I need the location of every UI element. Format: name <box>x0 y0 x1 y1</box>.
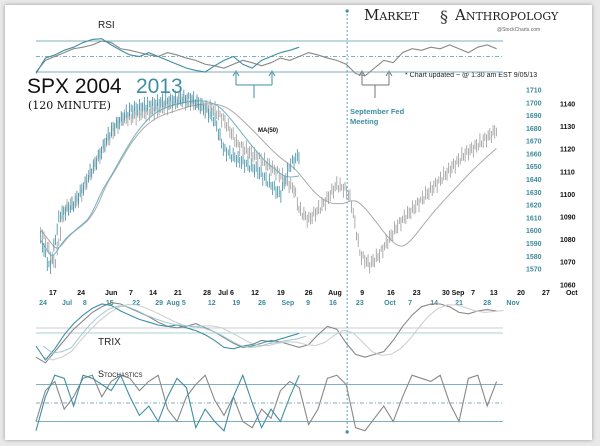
x-tick-2013: Aug 5 <box>166 300 186 307</box>
rsi-line-2004 <box>35 40 497 77</box>
x-tick-2013: 9 <box>306 300 310 307</box>
x-tick-2013: 12 <box>208 300 216 307</box>
x-tick-2004: 7 <box>129 290 133 297</box>
x-tick-2013: Jul <box>62 300 72 307</box>
x-tick-2004: 9 <box>360 290 364 297</box>
x-tick-2004: 7 <box>471 290 475 297</box>
trix-signal-2004 <box>42 303 504 361</box>
x-tick-2013: 24 <box>39 300 47 307</box>
event-line-bottom-dot <box>345 430 349 434</box>
x-tick-2004: Jul <box>218 290 228 297</box>
x-tick-2013: 21 <box>455 300 463 307</box>
x-tick-2013: 19 <box>232 300 240 307</box>
x-tick-2004: 6 <box>230 290 234 297</box>
trix-line-2004 <box>35 302 497 364</box>
fed-label-2: Meeting <box>350 117 379 126</box>
y-tick-2013: 1570 <box>526 267 542 274</box>
trix-label: TRIX <box>98 337 121 348</box>
y-tick-2013: 1580 <box>526 254 542 261</box>
y-tick-2013: 1590 <box>526 241 542 248</box>
y-tick-2013: 1690 <box>526 113 542 120</box>
update-note: * Chart updated ~ @ 1:30 am EST 9/05/13 <box>405 72 537 79</box>
y-tick-2004: 1060 <box>560 282 576 289</box>
y-tick-2013: 1650 <box>526 164 542 171</box>
y-tick-2013: 1700 <box>526 100 542 107</box>
x-tick-2004: 14 <box>149 290 157 297</box>
x-tick-2004: Oct <box>566 290 578 297</box>
ma-label: MA(50) <box>258 128 278 134</box>
trix-signal-2013 <box>42 305 307 354</box>
x-tick-2004: 27 <box>542 290 550 297</box>
y-tick-2013: 1620 <box>526 203 542 210</box>
x-tick-2013: 23 <box>356 300 364 307</box>
rsi-bracket-2013 <box>232 70 276 98</box>
y-tick-2013: 1610 <box>526 215 542 222</box>
logo-left: Market <box>364 6 420 24</box>
x-tick-2013: 29 <box>155 300 163 307</box>
title-2004: SPX 2004 <box>27 75 122 98</box>
logo-credit: @StockCharts.com <box>497 27 540 33</box>
x-tick-2013: Nov <box>506 300 519 307</box>
ma50-line-2013 <box>40 100 300 256</box>
chart-card <box>5 5 592 440</box>
x-tick-2004: Sep <box>452 290 465 297</box>
title-2013: 2013 <box>136 75 183 98</box>
y-tick-2013: 1630 <box>526 190 542 197</box>
x-tick-2004: 12 <box>251 290 259 297</box>
x-tick-2013: 7 <box>408 300 412 307</box>
y-tick-2013: 1640 <box>526 177 542 184</box>
ma50-line-2004 <box>40 103 497 249</box>
y-tick-2013: 1660 <box>526 151 542 158</box>
x-tick-2013: 22 <box>132 300 140 307</box>
x-tick-2004: 24 <box>77 290 85 297</box>
y-tick-2013: 1670 <box>526 139 542 146</box>
x-tick-2013: 26 <box>258 300 266 307</box>
x-tick-2004: 28 <box>203 290 211 297</box>
x-tick-2013: Sep <box>281 300 294 307</box>
y-tick-2004: 1120 <box>560 147 575 154</box>
helix-icon: § <box>440 7 448 26</box>
x-tick-2013: 16 <box>329 300 337 307</box>
x-tick-2013: Oct <box>384 300 396 307</box>
stoch-line-2013 <box>35 373 300 432</box>
y-tick-2004: 1140 <box>560 102 575 109</box>
stoch-line-2004 <box>35 374 498 432</box>
x-tick-2004: 19 <box>277 290 285 297</box>
y-tick-2004: 1090 <box>560 215 576 222</box>
x-tick-2004: 21 <box>174 290 182 297</box>
event-line-top-dot <box>345 9 349 13</box>
y-tick-2013: 1600 <box>526 228 542 235</box>
rsi-label: RSI <box>98 20 115 31</box>
y-tick-2004: 1130 <box>560 124 575 131</box>
y-tick-2013: 1710 <box>526 88 542 95</box>
x-tick-2013: 28 <box>483 300 491 307</box>
x-tick-2004: 23 <box>413 290 421 297</box>
y-tick-2004: 1110 <box>560 169 575 176</box>
logo-right: Anthropology <box>454 6 559 24</box>
fed-label-1: September Fed <box>350 107 405 116</box>
x-tick-2004: 16 <box>387 290 395 297</box>
x-tick-2004: 17 <box>49 290 57 297</box>
y-tick-2004: 1080 <box>560 237 576 244</box>
x-tick-2013: 8 <box>83 300 87 307</box>
stochastics-label: Stochastics <box>98 369 143 379</box>
x-tick-2004: Jun <box>105 290 117 297</box>
trix-line-2013 <box>35 303 300 361</box>
rsi-line-2013 <box>35 38 300 74</box>
x-tick-2004: 30 <box>442 290 450 297</box>
logo: Market § Anthropology @StockCharts.com <box>364 6 559 33</box>
subtitle: (120 MINUTE) <box>28 99 111 112</box>
x-tick-2004: 26 <box>305 290 313 297</box>
y-tick-2004: 1100 <box>560 192 575 199</box>
x-tick-2004: Aug <box>328 290 342 297</box>
y-tick-2004: 1070 <box>560 260 576 267</box>
x-tick-2004: 13 <box>490 290 498 297</box>
y-tick-2013: 1680 <box>526 126 542 133</box>
x-tick-2004: 20 <box>517 290 525 297</box>
